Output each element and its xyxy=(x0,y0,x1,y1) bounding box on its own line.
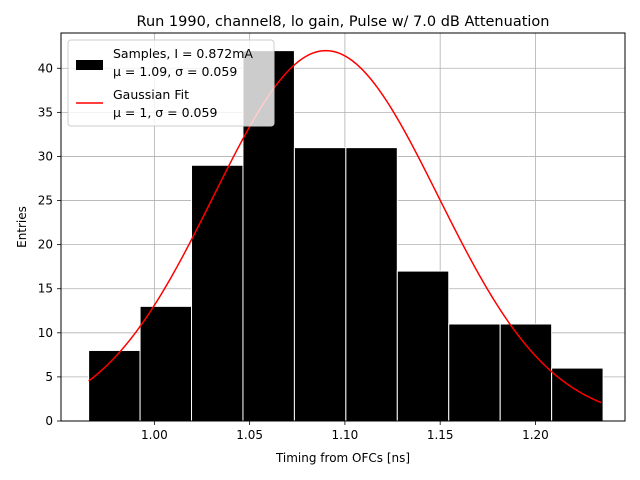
plot-frame xyxy=(60,32,626,422)
histogram-bar-1 xyxy=(139,305,193,422)
y-tick-label-2: 10 xyxy=(38,326,53,340)
y-axis-title: Entries xyxy=(15,206,29,248)
gaussian-fit-curve xyxy=(88,49,602,404)
x-axis-title: Timing from OFCs [ns] xyxy=(275,451,410,465)
histogram-bar-2 xyxy=(191,164,244,422)
histogram-bar-0 xyxy=(88,349,141,422)
y-axis-ticks: 0 5 10 15 20 25 30 35 40 xyxy=(38,61,61,428)
y-tick-label-8: 40 xyxy=(38,61,53,75)
x-tick-label-0: 1.00 xyxy=(141,428,168,442)
legend-samples-line1: Samples, I = 0.872mA xyxy=(113,46,253,61)
x-axis-ticks: 1.00 1.05 1.10 1.15 1.20 xyxy=(141,421,549,442)
legend-fit-line2: μ = 1, σ = 0.059 xyxy=(113,105,217,120)
y-tick-label-1: 5 xyxy=(45,370,53,384)
y-tick-label-7: 35 xyxy=(38,105,53,119)
legend: Samples, I = 0.872mA μ = 1.09, σ = 0.059… xyxy=(67,39,275,127)
y-tick-label-6: 30 xyxy=(38,149,53,163)
histogram-bar-7 xyxy=(448,323,501,422)
y-tick-label-3: 15 xyxy=(38,282,53,296)
y-tick-label-0: 0 xyxy=(45,414,53,428)
chart-title: Run 1990, channel8, lo gain, Pulse w/ 7.… xyxy=(137,14,550,30)
y-tick-label-5: 25 xyxy=(38,194,53,208)
x-tick-label-4: 1.20 xyxy=(522,428,549,442)
x-tick-label-3: 1.15 xyxy=(427,428,454,442)
histogram-bar-9 xyxy=(551,367,604,422)
histogram-bar-6 xyxy=(396,270,450,422)
x-tick-label-1: 1.05 xyxy=(236,428,263,442)
legend-patch-samples xyxy=(76,60,103,70)
x-tick-label-2: 1.10 xyxy=(332,428,359,442)
y-tick-label-4: 20 xyxy=(38,238,53,252)
histogram-bar-5 xyxy=(345,147,398,422)
histogram-bar-8 xyxy=(499,323,553,422)
histogram-bar-4 xyxy=(293,147,347,422)
legend-box xyxy=(67,39,275,127)
legend-samples-line2: μ = 1.09, σ = 0.059 xyxy=(113,64,237,79)
gaussian-fit xyxy=(88,49,602,404)
legend-fit-line1: Gaussian Fit xyxy=(113,87,189,102)
